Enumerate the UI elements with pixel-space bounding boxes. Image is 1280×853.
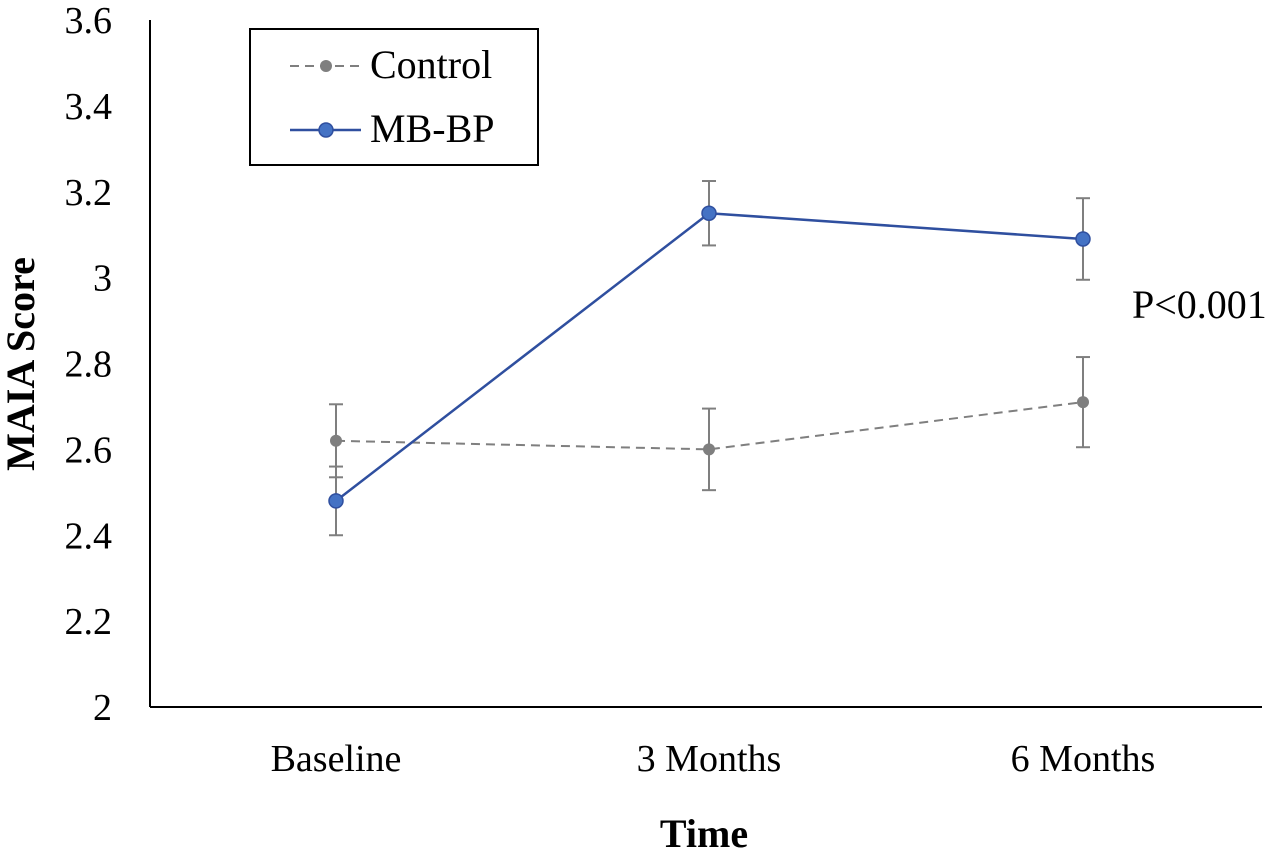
y-axis-title: MAIA Score xyxy=(0,257,43,471)
data-point-control xyxy=(330,434,342,447)
data-point-control xyxy=(1077,396,1089,409)
y-tick-label: 3.2 xyxy=(65,172,113,214)
error-bars xyxy=(329,180,1090,537)
data-point-mb-bp xyxy=(1075,231,1091,247)
data-point-control xyxy=(703,443,715,456)
x-tick-label: Baseline xyxy=(271,738,402,780)
series-markers xyxy=(328,205,1091,509)
y-tick-label: 2.8 xyxy=(65,344,113,386)
y-tick-label: 2.4 xyxy=(65,515,113,557)
legend-label-mbbp: MB-BP xyxy=(370,106,495,151)
data-point-mb-bp xyxy=(328,493,344,509)
data-point-mb-bp xyxy=(701,205,717,221)
chart-axes xyxy=(149,20,1262,708)
series-line-control xyxy=(335,401,1084,451)
y-tick-label: 3.4 xyxy=(65,86,113,128)
legend-marker-mbbp xyxy=(318,122,334,138)
x-tick-label: 3 Months xyxy=(637,738,782,780)
legend-label-control: Control xyxy=(370,42,492,87)
y-tick-label: 2.6 xyxy=(65,429,113,471)
p-value-annotation: P<0.001 xyxy=(1132,282,1267,327)
y-tick-labels: 2 2.2 2.4 2.6 2.8 3 3.2 3.4 3.6 xyxy=(65,0,113,729)
y-tick-label: 2 xyxy=(93,687,112,729)
y-tick-label: 3.6 xyxy=(65,0,113,42)
y-tick-label: 3 xyxy=(93,258,112,300)
x-tick-labels: Baseline 3 Months 6 Months xyxy=(271,738,1156,780)
x-tick-label: 6 Months xyxy=(1011,738,1156,780)
y-tick-label: 2.2 xyxy=(65,601,113,643)
x-axis-title: Time xyxy=(660,811,748,853)
legend-marker-control xyxy=(320,60,332,72)
legend-box xyxy=(249,28,539,166)
legend: Control MB-BP xyxy=(249,28,539,166)
